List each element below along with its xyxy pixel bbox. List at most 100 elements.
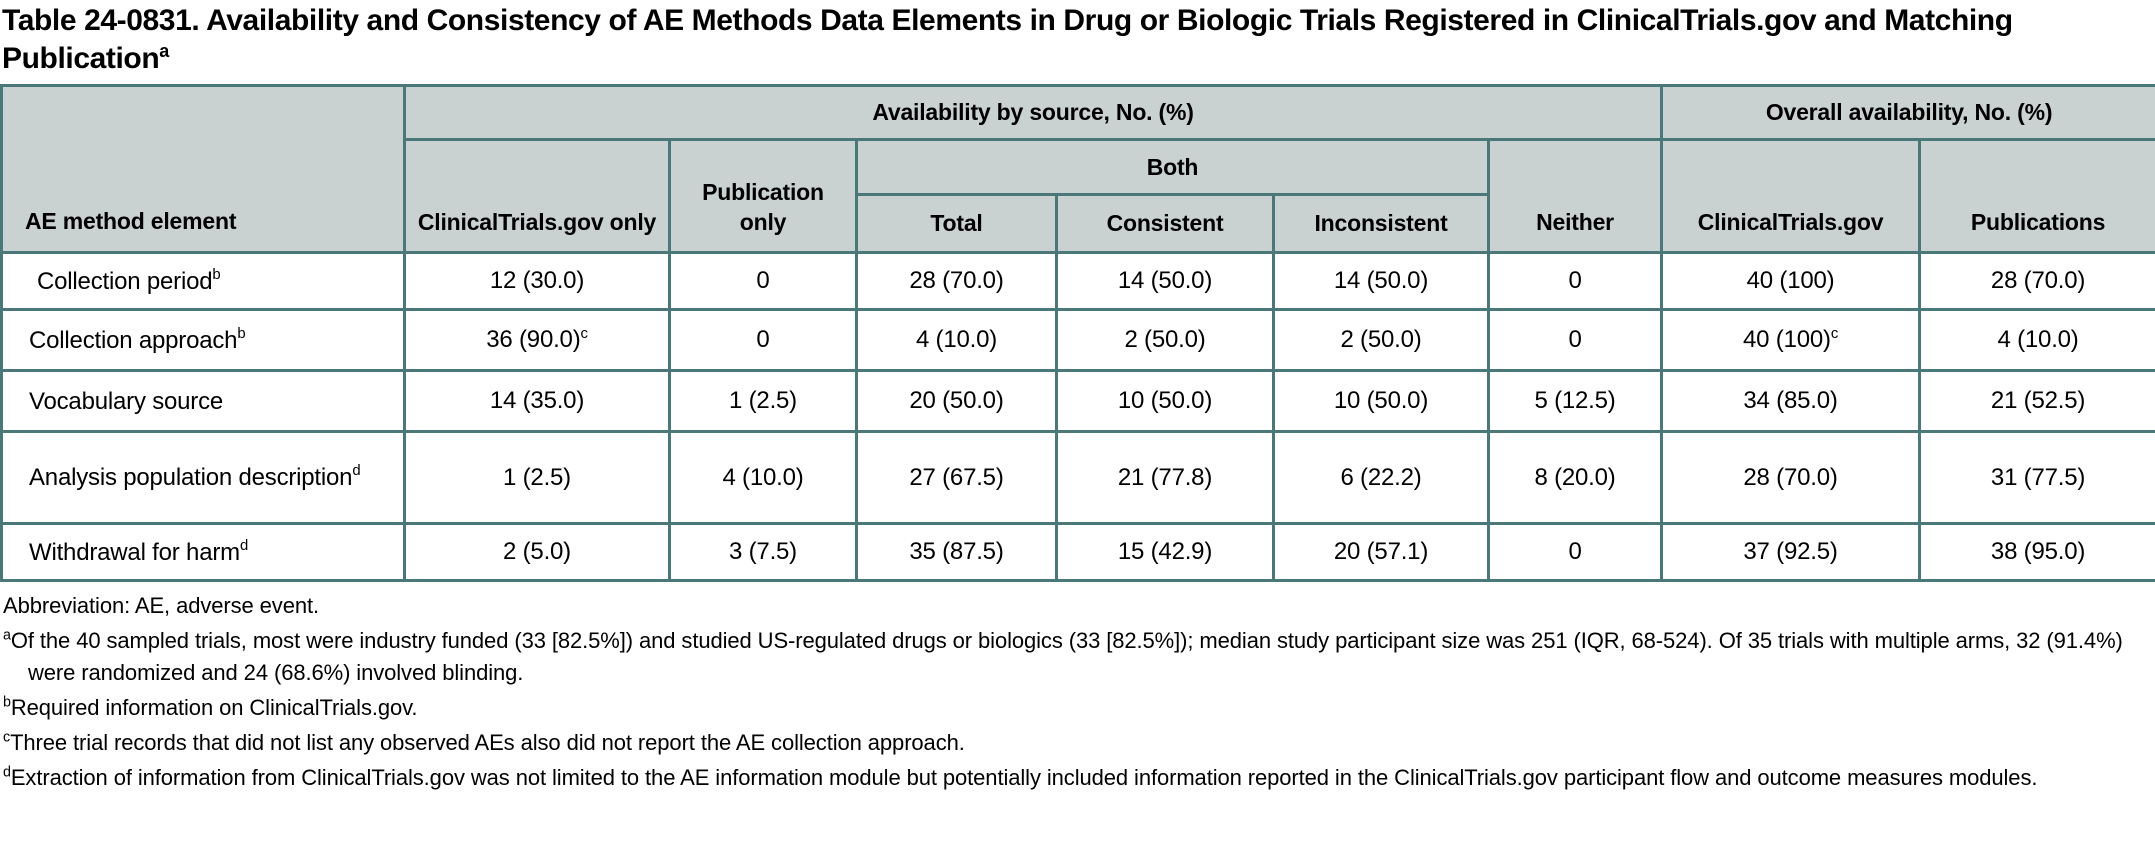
cell-value: 0 — [1568, 326, 1582, 353]
table-cell: 20 (57.1) — [1272, 522, 1490, 582]
header-publications: Publications — [1918, 138, 2155, 254]
cell-value: 20 (57.1) — [1333, 538, 1429, 565]
ae-methods-table: AE method element Availability by source… — [0, 84, 2155, 582]
table-row-withdrawal-for-harm: Withdrawal for harmd 2 (5.0) 3 (7.5) 35 … — [0, 522, 2155, 582]
footnote-marker: a — [3, 627, 11, 644]
cell-value: 34 (85.0) — [1743, 387, 1838, 414]
cell-value: 4 (10.0) — [1997, 326, 2079, 353]
cell-value: 4 (10.0) — [915, 326, 998, 353]
footnote-text: Extraction of information from ClinicalT… — [10, 765, 2038, 790]
cell-value: 36 (90.0) — [486, 326, 581, 353]
row-label-text: Withdrawal for harm — [29, 538, 240, 566]
table-row-vocabulary-source: Vocabulary source 14 (35.0) 1 (2.5) 20 (… — [0, 369, 2155, 433]
header-clinicaltrials-gov-only: ClinicalTrials.gov only — [403, 138, 671, 254]
cell-value: 21 (52.5) — [1990, 387, 2086, 414]
cell-value: 3 (7.5) — [729, 538, 797, 565]
table-cell: 34 (85.0) — [1660, 369, 1922, 433]
cell-value: 28 (70.0) — [1990, 267, 2086, 294]
table-row-analysis-population: Analysis population descriptiond 1 (2.5)… — [0, 430, 2155, 525]
table-cell: 21 (77.8) — [1055, 430, 1275, 525]
header-row-groups: AE method element Availability by source… — [0, 84, 2155, 254]
header-availability-by-source: Availability by source, No. (%) — [402, 84, 1664, 141]
row-label: Analysis population descriptiond — [0, 430, 406, 525]
cell-value: 2 (5.0) — [503, 538, 571, 565]
table-cell: 27 (67.5) — [855, 430, 1058, 525]
table-cell: 0 — [1486, 251, 1664, 311]
table-cell: 5 (12.5) — [1486, 369, 1664, 433]
table-cell: 4 (10.0) — [855, 308, 1058, 372]
table-cell: 37 (92.5) — [1660, 522, 1922, 582]
table-cell: 40 (100)c — [1660, 308, 1922, 372]
table-cell: 1 (2.5) — [668, 369, 858, 433]
cell-value: 35 (87.5) — [909, 538, 1004, 565]
cell-value: 14 (50.0) — [1117, 267, 1213, 294]
footnote-text: Abbreviation: AE, adverse event. — [3, 593, 319, 618]
table-cell: 20 (50.0) — [855, 369, 1058, 433]
row-label-text: Collection approach — [29, 326, 238, 354]
cell-value: 4 (10.0) — [722, 463, 804, 491]
table-cell: 6 (22.2) — [1272, 430, 1490, 525]
header-clinicaltrials-gov: ClinicalTrials.gov — [1660, 138, 1922, 254]
table-row-collection-period: Collection periodb 12 (30.0) 0 28 (70.0)… — [0, 251, 2155, 311]
footnote-text: Of the 40 sampled trials, most were indu… — [10, 628, 2123, 685]
footnote-d: dExtraction of information from Clinical… — [3, 762, 2155, 794]
footnote-marker: d — [3, 764, 11, 781]
footnote-text: Required information on ClinicalTrials.g… — [10, 695, 418, 720]
table-cell: 21 (52.5) — [1918, 369, 2155, 433]
cell-value: 40 (100) — [1746, 267, 1835, 294]
table-cell: 0 — [1486, 308, 1664, 372]
table-cell: 40 (100) — [1660, 251, 1922, 311]
footnote-marker: c — [3, 729, 11, 746]
table-cell: 1 (2.5) — [403, 430, 671, 525]
footnote-c: cThree trial records that did not list a… — [3, 727, 2155, 759]
cell-value: 2 (50.0) — [1124, 326, 1206, 353]
cell-value: 0 — [1568, 267, 1582, 294]
cell-value: 15 (42.9) — [1117, 538, 1213, 565]
footnote-b: bRequired information on ClinicalTrials.… — [3, 692, 2155, 724]
table-row-collection-approach: Collection approachb 36 (90.0)c 0 4 (10.… — [0, 308, 2155, 372]
table-cell: 0 — [668, 251, 858, 311]
cell-value: 27 (67.5) — [909, 463, 1004, 491]
footnote-text: Three trial records that did not list an… — [10, 730, 965, 755]
header-row-both-detail: Total Consistent Inconsistent — [2, 193, 2155, 254]
cell-value: 28 (70.0) — [1743, 463, 1838, 491]
header-publication-only: Publication only — [668, 138, 858, 254]
row-label: Collection approachb — [0, 308, 406, 372]
abbreviation-note: Abbreviation: AE, adverse event. — [3, 590, 2155, 622]
cell-value: 2 (50.0) — [1340, 326, 1422, 353]
table-cell: 2 (50.0) — [1272, 308, 1490, 372]
table-cell: 31 (77.5) — [1918, 430, 2155, 525]
table-cell: 14 (50.0) — [1272, 251, 1490, 311]
table-cell: 4 (10.0) — [668, 430, 858, 525]
header-inconsistent: Inconsistent — [1272, 193, 1490, 254]
table-cell: 35 (87.5) — [855, 522, 1058, 582]
table-cell: 10 (50.0) — [1055, 369, 1275, 433]
cell-value: 14 (50.0) — [1333, 267, 1429, 294]
cell-footnote-marker: c — [580, 326, 588, 342]
header-total: Total — [855, 193, 1058, 254]
row-label-footnote-marker: d — [352, 462, 361, 479]
header-neither: Neither — [1486, 138, 1664, 254]
cell-value: 8 (20.0) — [1534, 463, 1616, 491]
cell-value: 14 (35.0) — [489, 387, 585, 414]
row-label: Vocabulary source — [0, 369, 406, 433]
cell-value: 38 (95.0) — [1990, 538, 2086, 565]
footnote-a: aOf the 40 sampled trials, most were ind… — [3, 625, 2155, 689]
table-title-footnote-marker: a — [159, 41, 169, 61]
table-cell: 10 (50.0) — [1272, 369, 1490, 433]
footnote-marker: b — [3, 694, 11, 711]
table-cell: 38 (95.0) — [1918, 522, 2155, 582]
header-row-sources: ClinicalTrials.gov only Publication only… — [2, 138, 2155, 254]
cell-value: 6 (22.2) — [1340, 463, 1422, 491]
table-cell: 14 (35.0) — [403, 369, 671, 433]
cell-footnote-marker: c — [1830, 326, 1839, 342]
cell-value: 37 (92.5) — [1743, 538, 1838, 565]
cell-value: 10 (50.0) — [1333, 387, 1429, 414]
cell-value: 10 (50.0) — [1117, 387, 1213, 414]
row-label-text: Analysis population description — [29, 464, 353, 491]
cell-value: 12 (30.0) — [489, 267, 585, 294]
table-cell: 3 (7.5) — [668, 522, 858, 582]
cell-value: 28 (70.0) — [909, 267, 1004, 294]
cell-value: 0 — [1568, 538, 1582, 565]
row-label-footnote-marker: d — [239, 537, 249, 554]
